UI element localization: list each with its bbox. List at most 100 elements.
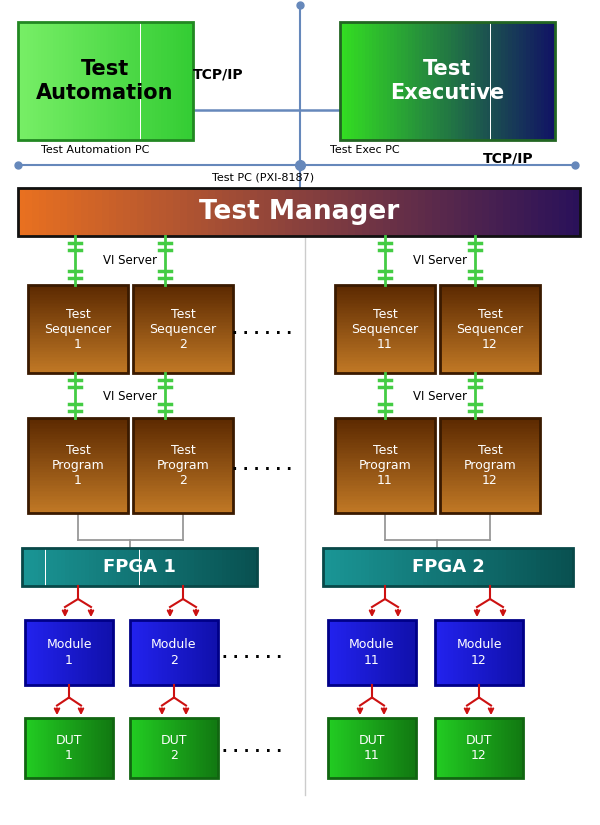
Bar xyxy=(133,354,233,356)
Bar xyxy=(28,342,128,344)
Bar xyxy=(481,548,485,586)
Bar xyxy=(209,718,211,778)
Bar xyxy=(28,285,128,286)
Bar xyxy=(440,446,540,448)
Bar xyxy=(28,298,128,299)
Bar xyxy=(149,22,152,140)
Bar xyxy=(133,483,233,484)
Bar xyxy=(37,620,38,685)
Bar xyxy=(28,285,128,373)
Bar xyxy=(475,188,482,236)
Bar xyxy=(356,620,358,685)
Bar xyxy=(158,188,166,236)
Bar xyxy=(218,548,222,586)
Bar xyxy=(194,548,198,586)
Bar xyxy=(440,322,540,323)
Bar xyxy=(447,620,448,685)
Bar xyxy=(108,548,112,586)
Bar xyxy=(391,620,392,685)
Bar xyxy=(28,301,128,303)
Bar xyxy=(28,294,128,295)
Bar xyxy=(440,290,540,291)
Bar xyxy=(384,718,385,778)
Bar xyxy=(423,548,427,586)
Bar xyxy=(133,505,233,507)
Bar xyxy=(85,22,88,140)
Bar xyxy=(88,22,91,140)
Bar xyxy=(519,548,523,586)
Bar xyxy=(171,620,173,685)
Bar xyxy=(159,548,163,586)
Bar xyxy=(394,718,395,778)
Bar xyxy=(28,361,128,363)
Bar xyxy=(433,188,439,236)
Bar xyxy=(485,718,487,778)
Bar xyxy=(133,314,233,316)
Bar xyxy=(133,332,233,333)
Bar xyxy=(512,22,515,140)
Bar xyxy=(226,548,230,586)
Bar xyxy=(28,502,128,503)
Bar xyxy=(365,620,366,685)
Bar xyxy=(28,363,128,364)
Bar xyxy=(28,344,128,345)
Bar xyxy=(91,718,92,778)
Bar xyxy=(409,620,410,685)
Bar xyxy=(463,718,464,778)
Bar xyxy=(139,548,143,586)
Bar xyxy=(492,718,494,778)
Bar xyxy=(323,548,327,586)
Bar xyxy=(133,331,233,332)
Bar xyxy=(162,718,164,778)
Bar xyxy=(243,188,250,236)
Bar xyxy=(368,22,372,140)
Bar xyxy=(440,348,540,350)
Bar xyxy=(448,22,451,140)
Bar xyxy=(28,464,128,465)
Bar xyxy=(86,718,88,778)
Bar xyxy=(470,718,472,778)
Bar xyxy=(440,345,540,346)
Bar xyxy=(28,491,128,493)
Bar xyxy=(382,718,384,778)
Bar xyxy=(206,718,208,778)
Bar xyxy=(94,620,95,685)
Bar xyxy=(340,22,555,140)
Bar xyxy=(335,436,435,437)
Bar xyxy=(440,508,540,510)
Bar xyxy=(344,620,346,685)
Bar xyxy=(28,341,128,342)
Bar xyxy=(28,350,128,351)
Bar xyxy=(28,488,128,489)
Bar xyxy=(133,441,233,443)
Bar xyxy=(467,620,469,685)
Bar xyxy=(155,718,157,778)
Bar xyxy=(171,718,173,778)
Bar xyxy=(440,431,540,432)
Bar xyxy=(133,364,233,365)
Bar xyxy=(466,718,467,778)
Bar xyxy=(133,456,233,458)
Bar xyxy=(133,427,233,429)
Bar xyxy=(403,620,404,685)
Bar xyxy=(186,620,187,685)
Bar xyxy=(440,426,540,427)
Bar xyxy=(440,360,540,361)
Bar xyxy=(442,718,444,778)
Bar xyxy=(28,446,128,448)
Bar xyxy=(498,718,500,778)
Bar xyxy=(285,188,292,236)
Bar xyxy=(335,305,435,307)
Bar xyxy=(531,188,538,236)
Bar xyxy=(352,718,353,778)
Bar xyxy=(440,500,540,502)
Bar xyxy=(152,620,154,685)
Bar xyxy=(187,620,188,685)
Bar xyxy=(415,718,416,778)
Bar xyxy=(28,484,128,486)
Bar xyxy=(488,718,489,778)
Bar xyxy=(133,436,233,437)
Bar xyxy=(440,464,540,465)
Bar xyxy=(440,439,540,441)
Bar xyxy=(475,620,476,685)
